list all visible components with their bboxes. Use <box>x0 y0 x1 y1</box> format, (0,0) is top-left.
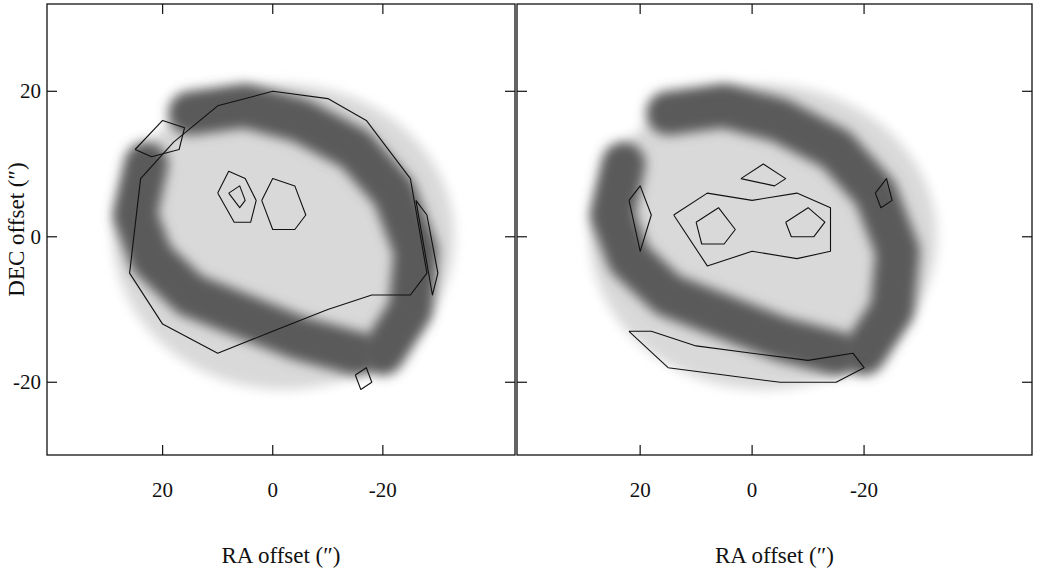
y-tick-label: -20 <box>13 370 41 394</box>
x-tick-label: -20 <box>369 478 397 502</box>
y-tick <box>1022 382 1032 383</box>
y-tick <box>47 382 57 383</box>
x-tick <box>162 4 163 14</box>
y-tick <box>505 382 515 383</box>
x-tick-label: 20 <box>630 478 651 502</box>
x-tick <box>640 4 641 14</box>
y-tick <box>1022 236 1032 237</box>
plot-area <box>590 84 937 390</box>
y-tick <box>47 91 57 92</box>
x-tick <box>640 445 641 455</box>
contour <box>416 200 438 295</box>
contour <box>741 164 786 186</box>
x-axis-title: RA offset (″) <box>715 543 834 568</box>
panel: 20 0 -20 -20 0 20 RA offset (″) DEC offset (″) <box>4 4 515 568</box>
contour <box>355 368 372 390</box>
x-tick <box>752 4 753 14</box>
y-axis-title: DEC offset (″) <box>4 162 29 296</box>
y-tick <box>517 236 527 237</box>
spiral-arm <box>612 164 836 353</box>
x-tick <box>382 4 383 14</box>
y-tick <box>505 91 515 92</box>
x-tick <box>162 445 163 455</box>
plot-area <box>113 84 454 390</box>
contour <box>135 120 185 156</box>
x-tick <box>382 445 383 455</box>
y-tick <box>47 236 57 237</box>
frame <box>47 4 515 455</box>
galaxy-disk <box>590 84 937 390</box>
contour <box>674 193 831 266</box>
contour <box>218 171 257 222</box>
frame <box>517 4 1032 455</box>
y-tick-label: 20 <box>20 79 41 103</box>
spiral-arm <box>135 164 355 353</box>
contour <box>629 331 864 382</box>
figure: 200-20-20020RA offset (″)DEC offset (″)2… <box>0 0 1043 584</box>
contour <box>786 208 825 237</box>
contour <box>262 179 306 230</box>
contour <box>696 208 735 244</box>
x-tick <box>272 445 273 455</box>
contour <box>130 91 427 353</box>
y-tick <box>517 382 527 383</box>
x-tick-label: 20 <box>152 478 173 502</box>
y-tick <box>505 236 515 237</box>
contour <box>629 186 651 251</box>
x-tick <box>863 445 864 455</box>
panel: 20 0 -20 RA offset (″) <box>517 4 1032 568</box>
x-tick-label: -20 <box>850 478 878 502</box>
x-tick-label: 0 <box>747 478 758 502</box>
galaxy-disk <box>113 84 454 390</box>
contour <box>875 179 892 208</box>
y-tick-label: 0 <box>31 225 42 249</box>
x-tick <box>752 445 753 455</box>
x-tick <box>863 4 864 14</box>
x-tick-label: 0 <box>267 478 278 502</box>
contour <box>229 186 246 208</box>
x-tick <box>272 4 273 14</box>
y-tick <box>517 91 527 92</box>
x-axis-title: RA offset (″) <box>221 543 340 568</box>
y-tick <box>1022 91 1032 92</box>
